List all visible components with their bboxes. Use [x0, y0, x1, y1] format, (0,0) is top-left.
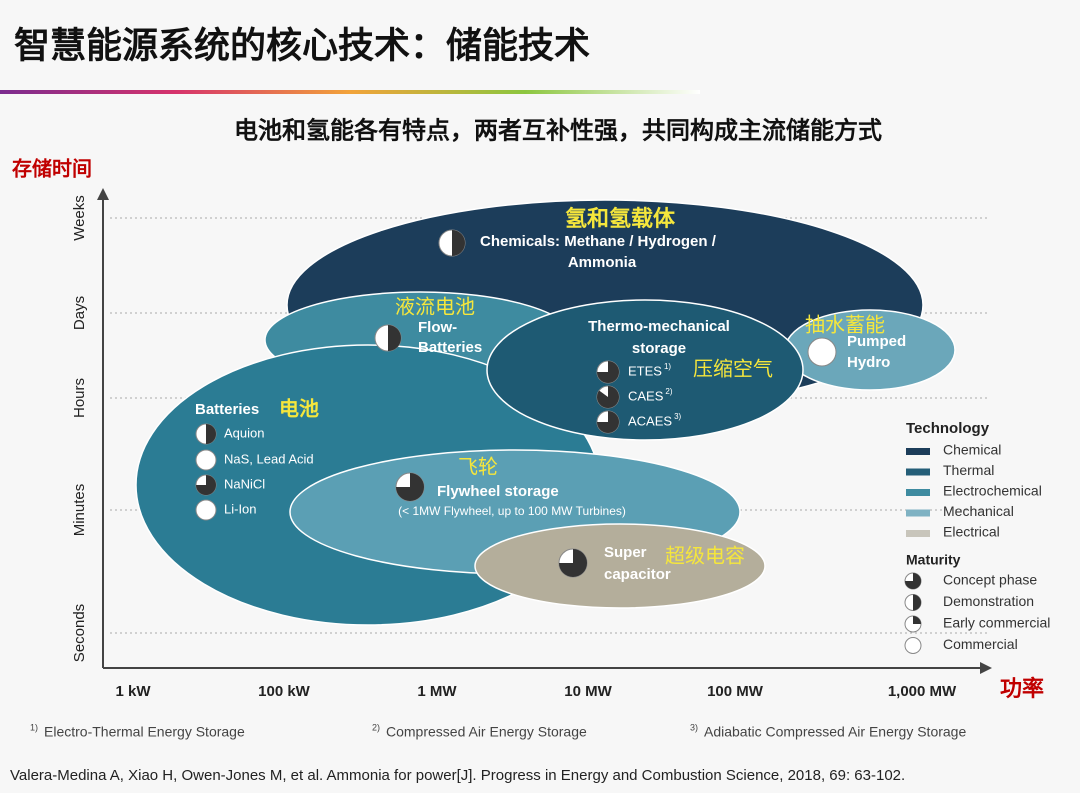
maturity-icon-fill	[206, 424, 216, 444]
maturity-icon-fill	[388, 325, 401, 351]
bubble-label: Thermo-mechanical	[588, 318, 730, 335]
y-axis-label: 存储时间	[12, 156, 92, 180]
bubble-label: Pumped	[847, 333, 906, 350]
maturity-icon	[195, 449, 217, 471]
y-tick-label: Seconds	[71, 604, 88, 662]
bubble-label: Hydro	[847, 354, 890, 371]
title-underline	[0, 90, 700, 94]
maturity-icon-fill	[452, 230, 465, 256]
footnote: Electro-Thermal Energy Storage	[44, 724, 245, 740]
supercap-bubble	[474, 523, 766, 609]
legend-item: Early commercial	[943, 615, 1050, 631]
legend-item: Electrical	[943, 524, 1000, 540]
x-axis-label: 功率	[1000, 676, 1044, 701]
bubble-item: ETES	[628, 363, 662, 378]
bubble-label-cn: 液流电池	[395, 295, 475, 318]
bubble-label-cn: 超级电容	[665, 544, 745, 567]
footnote-mark: 2)	[372, 722, 380, 732]
x-tick-label: 10 MW	[564, 683, 612, 700]
bubble-label: Super	[604, 544, 647, 561]
y-tick-label: Weeks	[71, 195, 88, 241]
bubble-label: Batteries	[195, 401, 259, 418]
footnote-mark: 1)	[664, 362, 671, 371]
bubble-label: storage	[632, 340, 686, 357]
maturity-icon-fill	[196, 475, 216, 495]
legend-title: Technology	[906, 420, 990, 437]
bubble-item: CAES	[628, 388, 664, 403]
footnote: Adiabatic Compressed Air Energy Storage	[704, 724, 966, 740]
footnote-mark: 1)	[30, 722, 38, 732]
legend-swatch	[906, 468, 930, 476]
bubble-item: NaS, Lead Acid	[224, 451, 314, 466]
maturity-icon-fill	[396, 473, 424, 501]
legend-swatch	[906, 509, 930, 517]
maturity-icon-fill	[559, 549, 587, 577]
bubble-label: Flywheel storage	[437, 483, 559, 500]
bubble-label-cn: 抽水蓄能	[805, 313, 885, 336]
maturity-icon-fill	[597, 386, 619, 408]
title: 智慧能源系统的核心技术：储能技术	[14, 25, 590, 66]
y-axis-arrow	[97, 188, 109, 200]
maturity-icon-fill	[597, 411, 619, 433]
maturity-icon-fill	[913, 616, 921, 624]
legend-swatch	[906, 489, 930, 496]
bubble-item: NaNiCl	[224, 476, 265, 491]
maturity-icon	[807, 337, 837, 367]
thermo-bubble	[486, 299, 804, 441]
x-tick-label: 1 MW	[417, 683, 457, 700]
legend-swatch	[906, 448, 930, 455]
footnote-mark: 2)	[665, 387, 672, 396]
maturity-icon	[195, 499, 217, 521]
legend-title: Maturity	[906, 552, 961, 568]
legend-item: Commercial	[943, 636, 1018, 652]
footnote-mark: 3)	[674, 412, 681, 421]
bubble-item: Aquion	[224, 425, 264, 440]
legend-item: Chemical	[943, 442, 1001, 458]
legend-item: Electrochemical	[943, 483, 1042, 499]
maturity-icon-fill	[597, 361, 619, 383]
bubble-label: (< 1MW Flywheel, up to 100 MW Turbines)	[398, 504, 626, 518]
bubble-label: Flow-	[418, 319, 457, 336]
y-tick-label: Days	[71, 296, 88, 330]
maturity-icon-fill	[905, 573, 921, 589]
footnote-mark: 3)	[690, 722, 698, 732]
legend-item: Thermal	[943, 462, 994, 478]
bubble-label: Chemicals: Methane / Hydrogen /	[480, 233, 717, 250]
legend-swatch	[906, 530, 930, 537]
bubble-item: Li-Ion	[224, 501, 257, 516]
y-tick-label: Hours	[71, 378, 88, 418]
x-tick-label: 1,000 MW	[888, 683, 957, 700]
subtitle: 电池和氢能各有特点，两者互补性强，共同构成主流储能方式	[234, 116, 882, 144]
citation: Valera-Medina A, Xiao H, Owen-Jones M, e…	[10, 767, 905, 784]
bubble-label-cn: 飞轮	[458, 455, 498, 478]
maturity-icon-fill	[913, 594, 921, 611]
legend-item: Mechanical	[943, 503, 1014, 519]
x-tick-label: 100 MW	[707, 683, 764, 700]
legend-item: Concept phase	[943, 572, 1037, 588]
bubble-label: Ammonia	[568, 254, 637, 271]
maturity-icon	[904, 637, 922, 654]
bubble-item: ACAES	[628, 413, 672, 428]
x-tick-label: 1 kW	[115, 683, 151, 700]
footnote: Compressed Air Energy Storage	[386, 724, 587, 740]
bubble-label-cn: 氢和氢载体	[565, 206, 676, 231]
x-axis-arrow	[980, 662, 992, 674]
bubble-label: capacitor	[604, 566, 671, 583]
y-tick-label: Minutes	[71, 484, 88, 537]
bubble-label-cn: 电池	[279, 397, 319, 420]
bubble-label-cn: 压缩空气	[693, 357, 773, 380]
legend-item: Demonstration	[943, 593, 1034, 609]
x-tick-label: 100 kW	[258, 683, 311, 700]
bubble-label: Batteries	[418, 339, 482, 356]
